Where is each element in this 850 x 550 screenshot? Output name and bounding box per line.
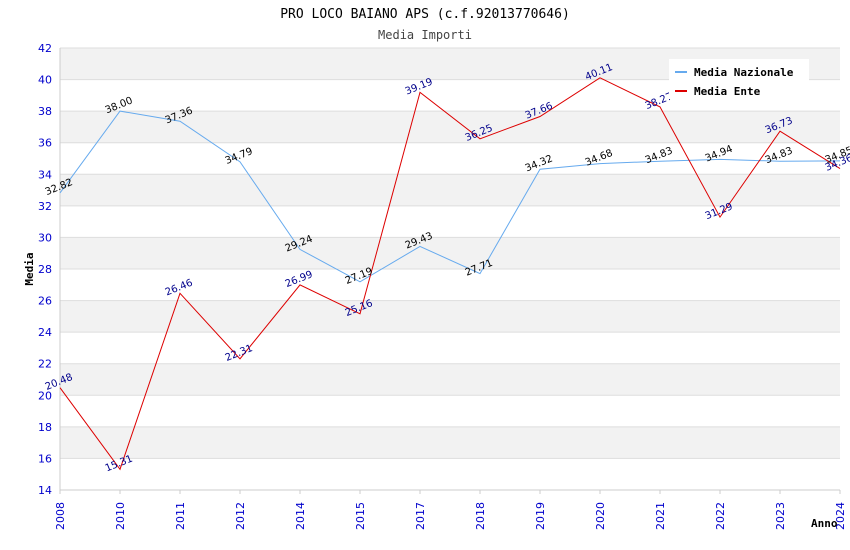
y-tick-label: 36 bbox=[38, 137, 52, 150]
legend-box bbox=[669, 59, 809, 99]
data-label-nazionale: 34.94 bbox=[704, 144, 735, 165]
y-axis-label: Media bbox=[23, 252, 36, 285]
grid-band bbox=[60, 363, 840, 396]
y-tick-label: 14 bbox=[38, 484, 52, 497]
chart-title: PRO LOCO BAIANO APS (c.f.92013770646) bbox=[280, 7, 570, 22]
x-tick-label: 2019 bbox=[534, 502, 547, 530]
x-tick-label: 2024 bbox=[834, 502, 847, 530]
x-tick-label: 2022 bbox=[714, 502, 727, 530]
y-tick-label: 32 bbox=[38, 200, 52, 213]
y-axis-ticks: 14 16 18 20 22 24 26 28 30 32 34 36 38 40 42 bbox=[38, 42, 52, 497]
y-tick-label: 22 bbox=[38, 358, 52, 371]
x-axis-ticks: 2008 2010 2011 2012 2014 2015 2017 2018 2019 2020… bbox=[54, 490, 847, 530]
y-tick-label: 42 bbox=[38, 42, 52, 55]
series-line-media-nazionale bbox=[59, 110, 841, 283]
x-tick-label: 2017 bbox=[414, 502, 427, 530]
grid-band bbox=[60, 174, 840, 206]
chart-legend: Media Nazionale Media Ente bbox=[669, 59, 809, 99]
x-tick-label: 2023 bbox=[774, 502, 787, 530]
series-line-media-ente bbox=[59, 77, 841, 471]
x-tick-label: 2010 bbox=[114, 502, 127, 530]
y-tick-label: 18 bbox=[38, 421, 52, 434]
y-tick-label: 40 bbox=[38, 74, 52, 87]
x-tick-label: 2012 bbox=[234, 502, 247, 530]
x-tick-label: 2011 bbox=[174, 502, 187, 530]
data-label-nazionale: 34.79 bbox=[224, 146, 255, 167]
grid-band bbox=[60, 111, 840, 143]
x-tick-label: 2018 bbox=[474, 502, 487, 530]
x-tick-label: 2020 bbox=[594, 502, 607, 530]
y-tick-label: 26 bbox=[38, 295, 52, 308]
x-axis-label: Anno bbox=[811, 517, 838, 530]
data-label-ente: 26.99 bbox=[284, 269, 315, 290]
series-lines bbox=[59, 77, 841, 471]
grid-bands bbox=[60, 48, 840, 459]
x-tick-label: 2021 bbox=[654, 502, 667, 530]
y-tick-label: 34 bbox=[38, 168, 52, 181]
x-tick-label: 2014 bbox=[294, 502, 307, 530]
legend-label: Media Ente bbox=[694, 85, 761, 98]
grid-lines bbox=[60, 47, 840, 491]
legend-label: Media Nazionale bbox=[694, 66, 794, 79]
y-tick-label: 16 bbox=[38, 452, 52, 465]
grid-band bbox=[60, 300, 840, 333]
y-tick-label: 28 bbox=[38, 263, 52, 276]
data-label-nazionale: 34.83 bbox=[644, 145, 675, 166]
y-tick-label: 38 bbox=[38, 105, 52, 118]
x-tick-label: 2015 bbox=[354, 502, 367, 530]
x-tick-label: 2008 bbox=[54, 502, 67, 530]
y-tick-label: 30 bbox=[38, 231, 52, 244]
y-tick-label: 24 bbox=[38, 326, 52, 339]
chart-subtitle: Media Importi bbox=[378, 28, 472, 42]
y-tick-label: 20 bbox=[38, 389, 52, 402]
grid-band bbox=[60, 237, 840, 269]
data-label-nazionale: 34.68 bbox=[584, 148, 615, 169]
grid-band bbox=[60, 426, 840, 459]
